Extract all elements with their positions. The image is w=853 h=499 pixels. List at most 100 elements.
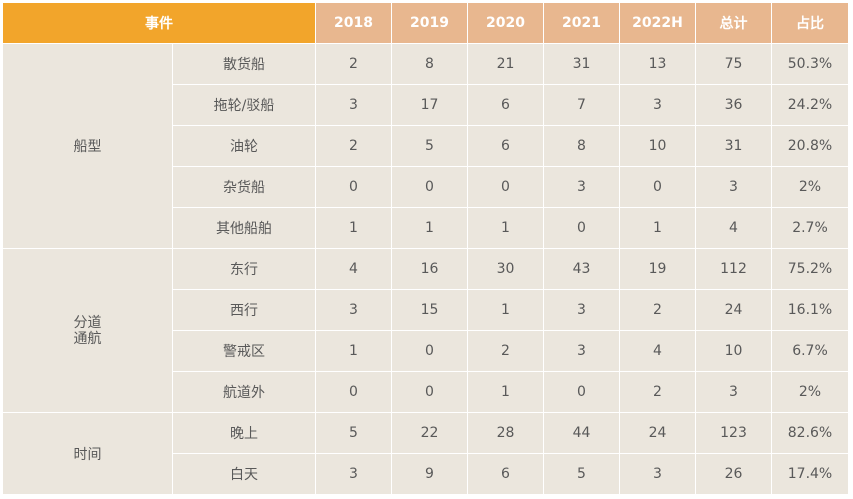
row-value-2022h-text: 3 [653,97,662,113]
row-value-2019: 22 [392,413,468,454]
row-value-2019-text: 15 [420,302,439,318]
row-value-2022h-text: 4 [653,343,662,359]
row-value-2021: 5 [544,454,620,495]
row-value-2020-text: 0 [501,179,510,195]
row-value-2020: 30 [468,249,544,290]
row-value-2022h: 1 [620,208,696,249]
row-value-2019: 0 [392,331,468,372]
row-value-2018: 1 [316,208,392,249]
row-total: 112 [696,249,772,290]
row-total-text: 24 [724,302,743,318]
row-value-2021-text: 44 [572,425,591,441]
row-label-text: 航道外 [223,385,265,401]
row-value-2018: 3 [316,454,392,495]
row-total: 10 [696,331,772,372]
row-value-2022h: 13 [620,44,696,85]
row-value-2022h: 19 [620,249,696,290]
row-value-2021-text: 3 [577,343,586,359]
row-total: 26 [696,454,772,495]
row-total: 3 [696,167,772,208]
row-label-text: 东行 [230,262,258,278]
group-label-2-text: 时间 [73,446,102,463]
row-value-2021-text: 0 [577,220,586,236]
row-share-text: 50.3% [787,56,833,72]
row-value-2020: 2 [468,331,544,372]
row-value-2022h: 3 [620,85,696,126]
row-value-2018-text: 2 [349,56,358,72]
row-share-text: 17.4% [787,466,833,482]
row-value-2021: 7 [544,85,620,126]
row-value-2018: 2 [316,44,392,85]
row-share: 82.6% [772,413,849,454]
row-value-2020: 28 [468,413,544,454]
row-value-2022h-text: 13 [648,56,667,72]
group-label-0-text: 船型 [73,139,102,155]
row-value-2018-text: 0 [349,384,358,400]
row-total-text: 123 [720,425,747,441]
row-value-2018: 4 [316,249,392,290]
row-value-2020-text: 6 [501,466,510,482]
row-value-2022h: 2 [620,290,696,331]
row-value-2020-text: 6 [501,97,510,113]
row-label: 散货船 [173,44,316,85]
row-value-2021: 3 [544,290,620,331]
row-share-text: 2.7% [792,220,828,236]
row-value-2022h-text: 19 [648,261,667,277]
row-total: 36 [696,85,772,126]
row-label-text: 晚上 [230,426,258,442]
row-value-2019: 8 [392,44,468,85]
row-value-2019-text: 22 [420,425,439,441]
row-value-2019: 5 [392,126,468,167]
row-value-2022h-text: 3 [653,466,662,482]
row-share: 75.2% [772,249,849,290]
row-value-2021: 8 [544,126,620,167]
row-label-text: 西行 [230,303,258,319]
row-value-2021: 44 [544,413,620,454]
row-value-2019-text: 8 [425,56,434,72]
row-value-2021-text: 0 [577,384,586,400]
row-value-2018-text: 1 [349,343,358,359]
row-value-2019: 0 [392,372,468,413]
row-value-2018-text: 3 [349,97,358,113]
row-total: 3 [696,372,772,413]
row-value-2020-text: 1 [501,220,510,236]
row-value-2019-text: 0 [425,384,434,400]
row-value-2021: 0 [544,372,620,413]
row-value-2018: 5 [316,413,392,454]
row-value-2021: 0 [544,208,620,249]
row-label: 航道外 [173,372,316,413]
row-share: 16.1% [772,290,849,331]
row-total-text: 3 [729,384,738,400]
row-value-2021-text: 43 [572,261,591,277]
row-label-text: 散货船 [223,57,265,73]
row-value-2020-text: 28 [496,425,515,441]
row-share-text: 6.7% [792,343,828,359]
row-share: 50.3% [772,44,849,85]
group-label-0: 船型 [3,44,173,249]
row-value-2019-text: 17 [420,97,439,113]
row-value-2019: 1 [392,208,468,249]
row-value-2018-text: 0 [349,179,358,195]
row-value-2018-text: 5 [349,425,358,441]
row-share-text: 75.2% [787,261,833,277]
row-value-2019-text: 0 [425,179,434,195]
row-value-2020-text: 2 [501,343,510,359]
row-value-2022h-text: 10 [648,138,667,154]
row-value-2018-text: 3 [349,466,358,482]
header-year-2022h-text: 2022H [632,15,683,31]
row-value-2020: 1 [468,372,544,413]
header-year-2019-text: 2019 [410,15,449,31]
row-share: 20.8% [772,126,849,167]
row-label-text: 杂货船 [223,180,265,196]
row-share: 6.7% [772,331,849,372]
row-share: 2.7% [772,208,849,249]
row-value-2018-text: 1 [349,220,358,236]
row-value-2020: 6 [468,126,544,167]
row-value-2020: 0 [468,167,544,208]
row-total-text: 10 [724,343,743,359]
header-year-2018: 2018 [316,3,392,44]
row-value-2022h: 3 [620,454,696,495]
row-value-2021: 3 [544,167,620,208]
row-value-2019: 16 [392,249,468,290]
row-total: 123 [696,413,772,454]
